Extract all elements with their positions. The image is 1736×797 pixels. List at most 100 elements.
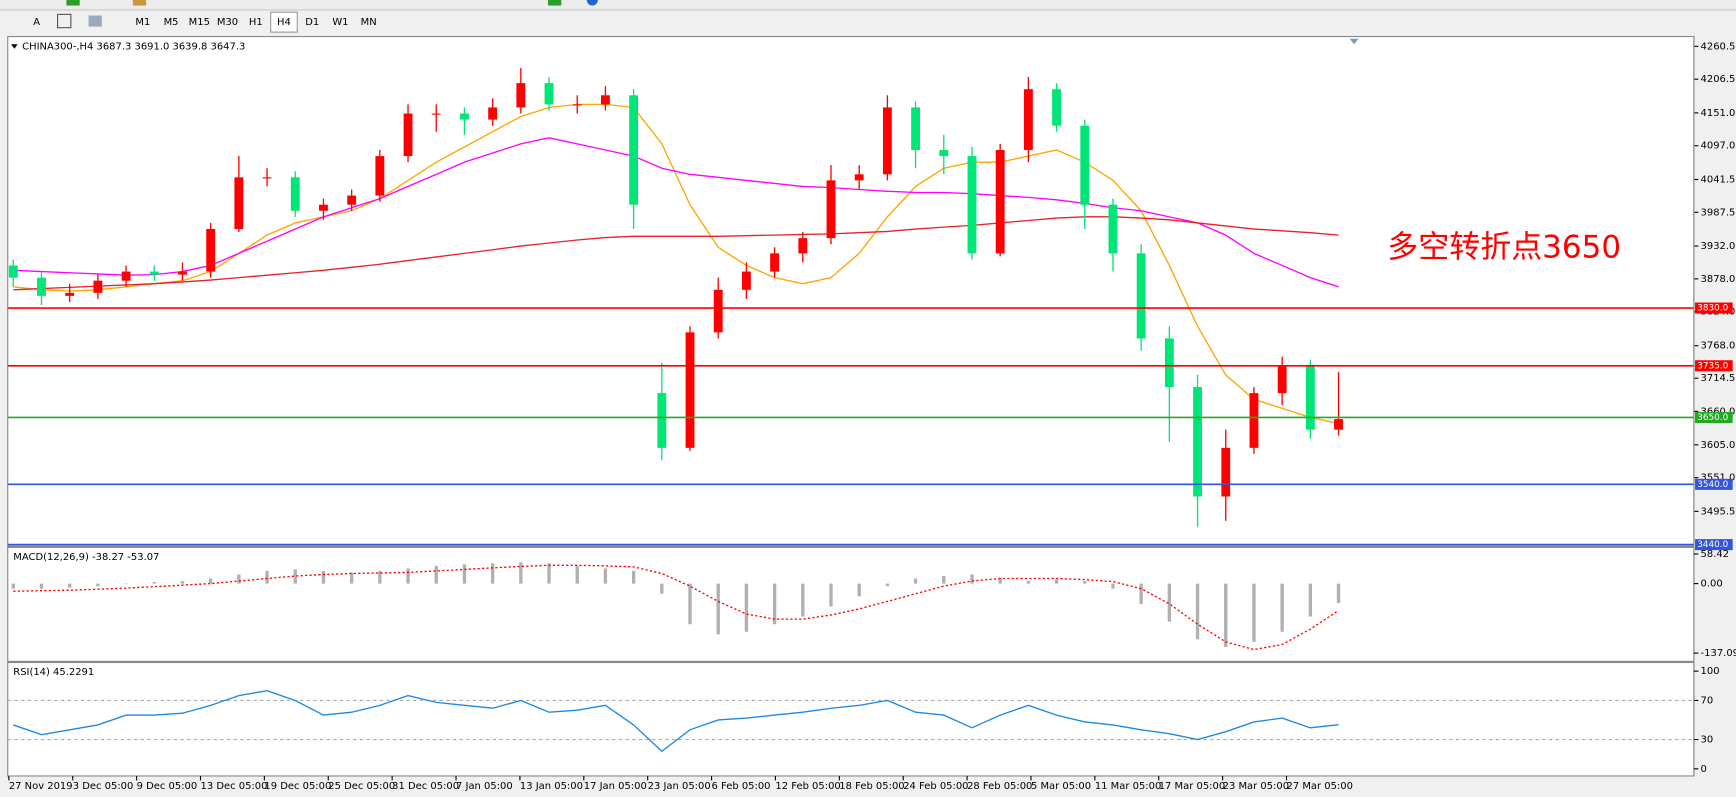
candle-body <box>178 271 187 275</box>
macd-bar <box>11 583 15 589</box>
tool-shapes[interactable] <box>88 15 102 27</box>
candle-body <box>741 271 751 290</box>
timeframe-button[interactable]: M15 <box>189 17 210 28</box>
tool-text[interactable]: A <box>33 17 40 28</box>
title-arrow <box>11 44 18 49</box>
timeframe-button[interactable]: MN <box>361 17 377 28</box>
macd-bar <box>237 574 241 584</box>
drawing-tools: A <box>33 13 102 29</box>
panel-separator <box>7 660 1694 664</box>
candle-body <box>911 107 921 150</box>
candle-body <box>826 180 836 239</box>
candle-body <box>65 292 75 296</box>
macd-bar <box>434 565 438 584</box>
macd-bar <box>1195 583 1200 640</box>
x-tick-label: 12 Feb 05:00 <box>775 781 840 792</box>
x-tick-label: 27 Nov 2019 <box>9 781 73 792</box>
candle-body <box>1108 204 1118 254</box>
candle-body <box>206 229 216 272</box>
x-tick-label: 13 Dec 05:00 <box>201 781 268 792</box>
timeframe-button[interactable]: M1 <box>135 17 150 28</box>
timeframe-button[interactable]: M5 <box>164 17 179 28</box>
candle-body <box>375 156 385 196</box>
candle-body <box>1277 365 1287 394</box>
candle-body <box>290 177 300 211</box>
x-tick-label: 23 Jan 05:00 <box>648 781 711 792</box>
candle-body <box>882 107 892 175</box>
macd-bar <box>96 583 100 587</box>
timeframe-button[interactable]: M30 <box>217 17 238 28</box>
macd-bar <box>1224 583 1228 647</box>
x-tick-label: 3 Dec 05:00 <box>73 781 134 792</box>
rsi-tick-label: 100 <box>1701 666 1720 677</box>
x-tick-label: 31 Dec 05:00 <box>392 781 459 792</box>
level-label: 3650.0 <box>1697 413 1728 423</box>
macd-bar <box>998 577 1002 584</box>
candle-body <box>93 280 103 293</box>
candle-body <box>37 277 46 296</box>
timeframe-button[interactable]: W1 <box>332 17 348 28</box>
candle-body <box>854 174 864 181</box>
rsi-line <box>13 690 1339 753</box>
toolbar-icon <box>66 0 80 6</box>
level-label: 3830.0 <box>1697 304 1728 314</box>
macd-bar <box>39 583 44 589</box>
candle-body <box>1080 125 1090 205</box>
macd-bar <box>349 572 354 584</box>
y-tick-label: 3660.0 <box>1701 406 1736 417</box>
macd-bar <box>1280 583 1284 632</box>
moving-average <box>13 216 1339 291</box>
candle-body <box>798 238 808 254</box>
macd-bar <box>603 568 608 584</box>
candle-body <box>600 95 610 105</box>
candle-body <box>121 271 131 281</box>
timeframe-button[interactable]: H1 <box>249 17 263 28</box>
macd-bar <box>321 570 326 584</box>
macd-bar <box>1336 583 1341 604</box>
macd-tick-label: 58.42 <box>1701 549 1730 560</box>
macd-bar <box>462 564 467 584</box>
timeframe-button[interactable]: H4 <box>277 17 291 28</box>
tool-label[interactable] <box>57 13 72 29</box>
y-tick-label: 3932.0 <box>1701 241 1736 252</box>
x-tick-label: 23 Mar 05:00 <box>1223 781 1289 792</box>
candle-body <box>1193 387 1202 497</box>
candle-body <box>460 113 469 120</box>
toolbar-icon <box>586 0 598 6</box>
moving-average <box>13 103 1339 425</box>
candle-body <box>1052 89 1061 126</box>
candle-body <box>262 177 272 179</box>
macd-signal <box>13 564 1339 651</box>
macd-bar <box>885 583 890 587</box>
macd-bar <box>1054 579 1059 584</box>
level-label: 3735.0 <box>1697 361 1728 371</box>
candle-body <box>713 289 723 333</box>
timeframe-button[interactable]: D1 <box>305 17 319 28</box>
candle-body <box>488 107 498 120</box>
top-toolbar <box>0 0 1736 9</box>
candle-body <box>770 253 780 272</box>
macd-bar <box>180 581 185 584</box>
macd-bar <box>801 583 805 617</box>
macd-bar <box>265 570 269 584</box>
x-tick-label: 9 Dec 05:00 <box>137 781 198 792</box>
x-tick-label: 17 Mar 05:00 <box>1159 781 1225 792</box>
toolbar-icon <box>132 0 147 6</box>
macd-bar <box>1252 583 1256 642</box>
candle-body <box>234 177 244 230</box>
macd-bar <box>293 569 297 584</box>
macd-bar <box>942 576 946 584</box>
candle-body <box>629 95 639 205</box>
rsi-tick-label: 0 <box>1701 764 1707 775</box>
macd-bar <box>1083 581 1087 584</box>
macd-bar <box>716 583 720 635</box>
candle-body <box>1334 419 1343 430</box>
candle-body <box>149 271 159 275</box>
candle-body <box>1249 393 1259 448</box>
macd-bar <box>913 578 918 584</box>
rsi-tick-label: 70 <box>1701 695 1714 706</box>
x-tick-label: 17 Jan 05:00 <box>584 781 647 792</box>
y-tick-label: 3714.5 <box>1701 373 1736 384</box>
chart-title: CHINA300-,H4 3687.3 3691.0 3639.8 3647.3 <box>22 41 245 52</box>
